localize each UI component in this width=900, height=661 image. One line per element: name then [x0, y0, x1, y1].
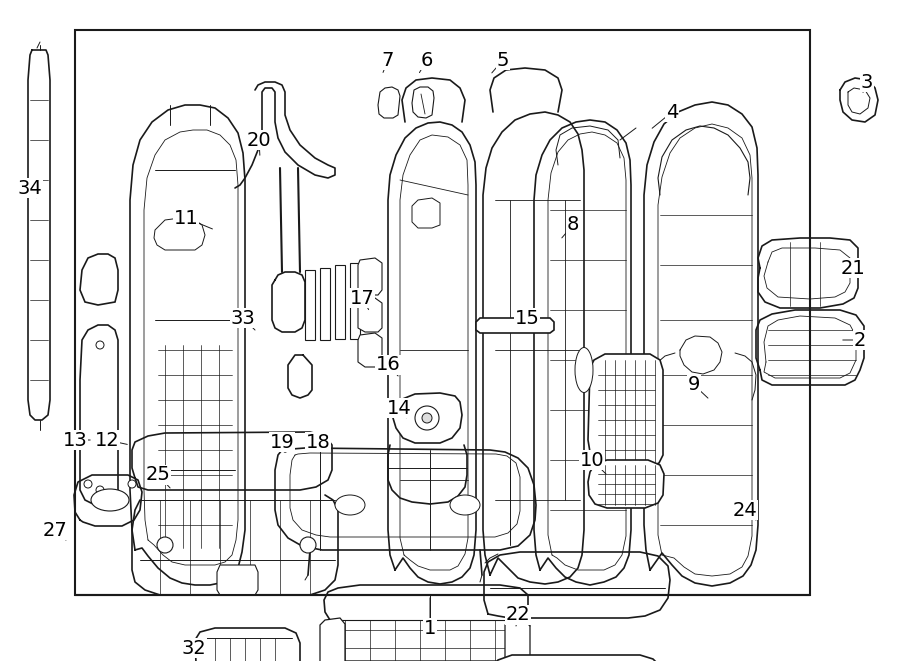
- Circle shape: [300, 537, 316, 553]
- Ellipse shape: [335, 495, 365, 515]
- Polygon shape: [195, 628, 300, 661]
- Polygon shape: [412, 198, 440, 228]
- Text: 27: 27: [42, 520, 68, 539]
- Polygon shape: [154, 218, 205, 250]
- Text: 8: 8: [567, 215, 580, 235]
- Text: 32: 32: [182, 639, 206, 658]
- Circle shape: [128, 480, 136, 488]
- Polygon shape: [305, 270, 315, 340]
- Text: 1: 1: [424, 619, 436, 637]
- Polygon shape: [80, 325, 118, 505]
- Circle shape: [84, 480, 92, 488]
- Text: 13: 13: [63, 430, 87, 449]
- Ellipse shape: [450, 495, 480, 515]
- Text: 18: 18: [306, 432, 330, 451]
- Polygon shape: [588, 460, 664, 508]
- Text: 16: 16: [375, 356, 401, 375]
- Text: 9: 9: [688, 375, 700, 395]
- Polygon shape: [320, 618, 345, 661]
- Circle shape: [96, 486, 104, 494]
- Text: 17: 17: [349, 288, 374, 307]
- Polygon shape: [490, 655, 662, 661]
- Text: 24: 24: [733, 500, 758, 520]
- Text: 2: 2: [854, 330, 866, 350]
- Polygon shape: [80, 254, 118, 305]
- Text: 10: 10: [580, 451, 604, 469]
- Polygon shape: [358, 298, 382, 332]
- Text: 21: 21: [841, 258, 866, 278]
- Circle shape: [96, 341, 104, 349]
- Polygon shape: [358, 258, 382, 295]
- Text: 20: 20: [247, 130, 271, 149]
- Polygon shape: [505, 618, 530, 661]
- Polygon shape: [320, 268, 330, 340]
- Text: 14: 14: [387, 399, 411, 418]
- Polygon shape: [476, 318, 554, 333]
- Polygon shape: [358, 333, 382, 367]
- Polygon shape: [335, 265, 345, 339]
- Text: 3: 3: [860, 73, 873, 91]
- Text: 25: 25: [146, 465, 170, 485]
- Text: 33: 33: [230, 309, 256, 327]
- Circle shape: [422, 413, 432, 423]
- Text: 5: 5: [497, 50, 509, 69]
- Polygon shape: [588, 354, 663, 468]
- Text: 19: 19: [270, 432, 294, 451]
- Text: 7: 7: [382, 50, 394, 69]
- Polygon shape: [412, 87, 434, 118]
- Text: 22: 22: [506, 605, 530, 625]
- Polygon shape: [393, 393, 462, 443]
- Ellipse shape: [91, 489, 129, 511]
- Text: 4: 4: [666, 102, 679, 122]
- Polygon shape: [217, 565, 258, 595]
- Polygon shape: [75, 30, 810, 595]
- Polygon shape: [350, 263, 360, 339]
- Text: 12: 12: [94, 430, 120, 449]
- Ellipse shape: [575, 348, 593, 393]
- Text: 6: 6: [421, 50, 433, 69]
- Text: 34: 34: [18, 178, 42, 198]
- Text: 15: 15: [515, 309, 539, 327]
- Circle shape: [157, 537, 173, 553]
- Polygon shape: [378, 87, 400, 118]
- Text: 11: 11: [174, 208, 198, 227]
- Circle shape: [415, 406, 439, 430]
